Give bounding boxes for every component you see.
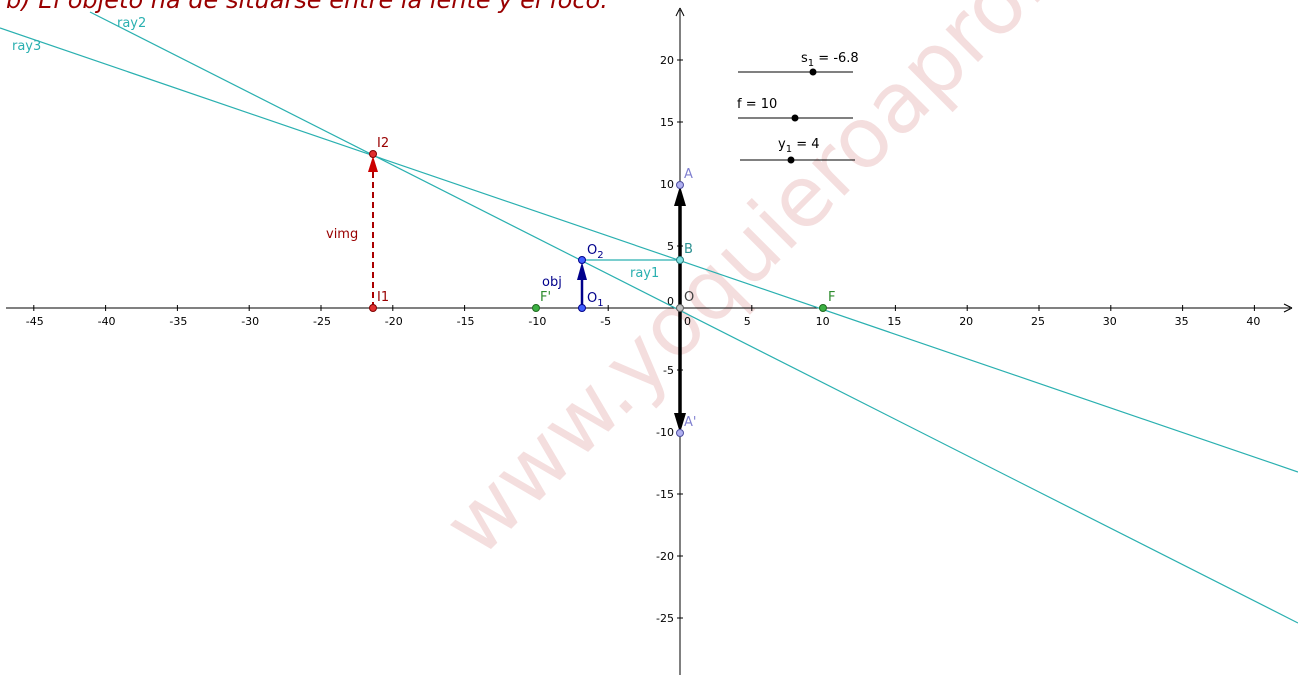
label-obj: obj [542, 275, 562, 290]
y-tick-label: -10 [656, 426, 674, 439]
label-B: B [684, 242, 693, 257]
slider-f-handle[interactable] [791, 114, 799, 122]
y-tick-label: 20 [660, 54, 674, 67]
label-A: A [684, 167, 693, 182]
x-tick-label: 30 [1103, 315, 1117, 328]
slider-s1[interactable] [738, 68, 853, 76]
y-tick-label: -5 [663, 364, 674, 377]
point-B[interactable] [676, 256, 684, 264]
slider-y1[interactable] [740, 156, 855, 164]
label-I2: I2 [377, 136, 389, 151]
y-tick-label: 15 [660, 116, 674, 129]
label-vimg: vimg [326, 227, 358, 242]
y-axis-ticks: 20 15 10 5 -5 -10 -15 -20 -25 0 [656, 54, 683, 625]
x-tick-label: 35 [1175, 315, 1189, 328]
watermark-text: www.yoquieroaprobar [425, 0, 1145, 574]
x-tick-label: -45 [26, 315, 44, 328]
y-tick-label: -25 [656, 612, 674, 625]
x-tick-label: -10 [528, 315, 546, 328]
label-F-prime: F' [540, 290, 551, 305]
point-O2[interactable] [578, 256, 586, 264]
x-tick-label: 25 [1031, 315, 1045, 328]
point-A[interactable] [676, 181, 684, 189]
x-tick-label: 40 [1246, 315, 1260, 328]
point-I1[interactable] [369, 304, 377, 312]
page-title: b) El objeto ha de situarse entre la len… [6, 0, 608, 14]
label-I1: I1 [377, 290, 389, 305]
x-tick-label: -40 [98, 315, 116, 328]
x-tick-label: 20 [959, 315, 973, 328]
point-F-prime[interactable] [532, 304, 540, 312]
y-tick-label: -15 [656, 488, 674, 501]
x-axis-ticks: -45 -40 -35 -30 -25 -20 -15 -10 -5 0 5 10 15 20 25 30 35… [26, 305, 1260, 328]
virtual-image-arrow [368, 156, 378, 308]
ray2-line [89, 11, 1298, 624]
x-axis [6, 303, 1293, 313]
y-tick-label: 10 [660, 178, 674, 191]
x-tick-label: 15 [887, 315, 901, 328]
x-tick-label: 0 [684, 315, 691, 328]
slider-f-label: f = 10 [737, 97, 777, 112]
label-F: F [828, 290, 835, 305]
label-O2: O2 [587, 243, 604, 261]
y-tick-label: 5 [667, 240, 674, 253]
label-A-prime: A' [684, 415, 696, 430]
x-tick-label: -15 [457, 315, 475, 328]
x-tick-label: 10 [816, 315, 830, 328]
slider-y1-handle[interactable] [787, 156, 795, 164]
point-O[interactable] [676, 304, 684, 312]
label-O: O [684, 290, 694, 305]
origin-label: 0 [667, 295, 674, 308]
x-tick-label: -5 [600, 315, 611, 328]
y-tick-label: -20 [656, 550, 674, 563]
x-tick-label: -35 [169, 315, 187, 328]
x-tick-label: 5 [744, 315, 751, 328]
slider-f[interactable] [738, 114, 853, 122]
label-ray2: ray2 [117, 16, 146, 31]
point-I2[interactable] [369, 150, 377, 158]
ray3-line [0, 27, 1298, 473]
slider-s1-handle[interactable] [809, 68, 817, 76]
x-tick-label: -30 [241, 315, 259, 328]
x-tick-label: -20 [385, 315, 403, 328]
point-A-prime[interactable] [676, 429, 684, 437]
slider-y1-label: y1 = 4 [778, 137, 820, 155]
x-tick-label: -25 [313, 315, 331, 328]
label-ray3: ray3 [12, 39, 41, 54]
point-F[interactable] [819, 304, 827, 312]
label-O1: O1 [587, 291, 604, 309]
label-ray1: ray1 [630, 266, 659, 281]
slider-s1-label: s1 = -6.8 [801, 51, 859, 69]
point-O1[interactable] [578, 304, 586, 312]
object-arrow [577, 262, 587, 308]
